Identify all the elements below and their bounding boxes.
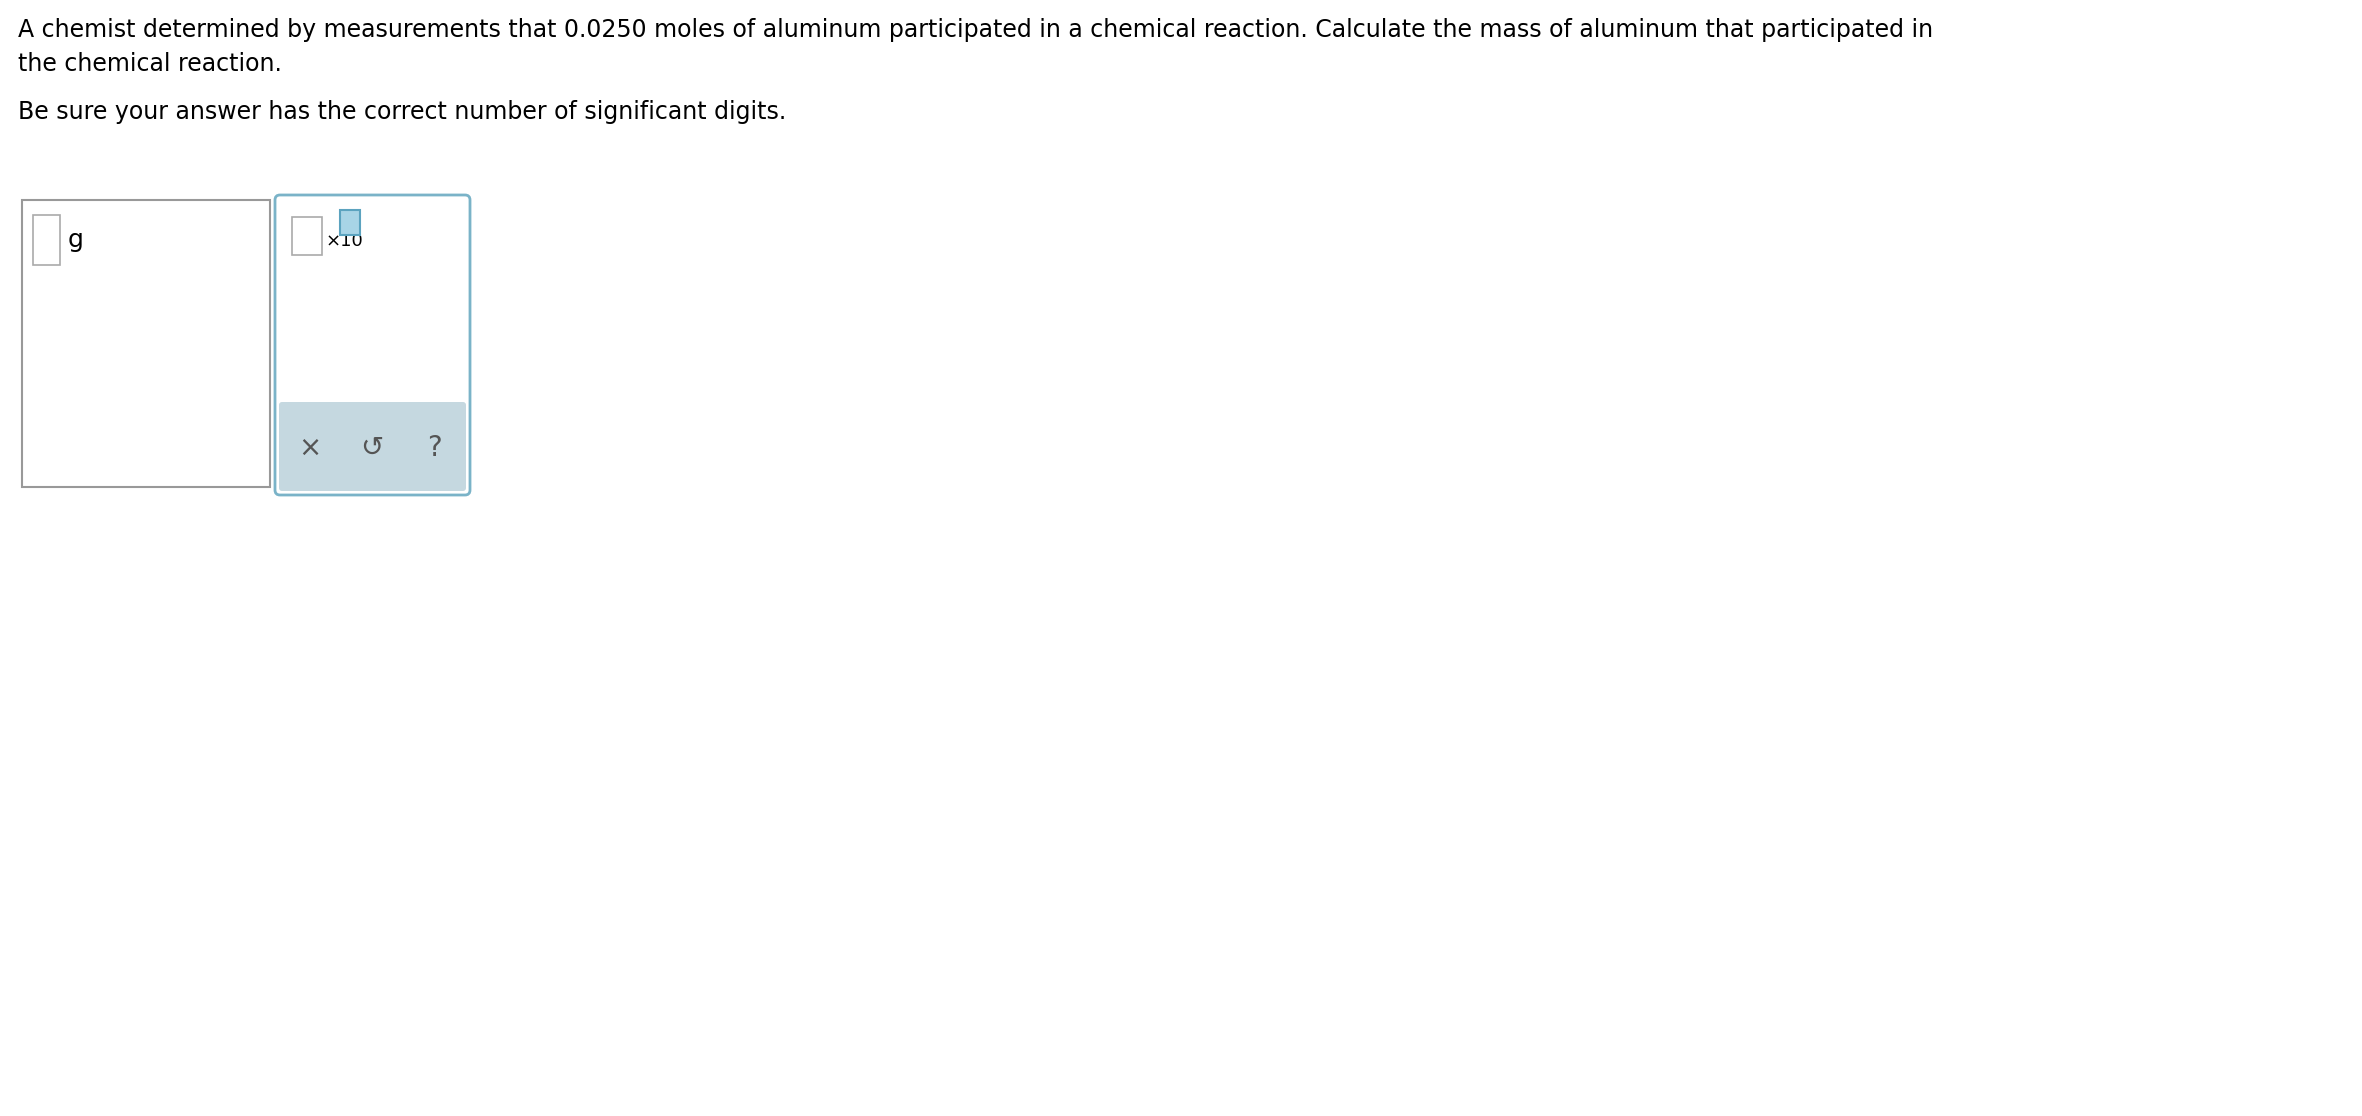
Text: ?: ? [428, 434, 442, 462]
Text: A chemist determined by measurements that 0.0250 moles of aluminum participated : A chemist determined by measurements tha… [19, 18, 1932, 42]
Text: the chemical reaction.: the chemical reaction. [19, 52, 281, 76]
FancyBboxPatch shape [274, 195, 470, 496]
Text: ↺: ↺ [361, 434, 383, 462]
Text: ×10: ×10 [326, 232, 364, 250]
Bar [21, 200, 269, 487]
Bar [293, 217, 321, 254]
Bar [340, 210, 359, 235]
Text: Be sure your answer has the correct number of significant digits.: Be sure your answer has the correct numb… [19, 100, 787, 124]
Bar [33, 215, 59, 264]
Text: ×: × [298, 434, 321, 462]
Text: g: g [68, 228, 85, 252]
FancyBboxPatch shape [279, 402, 465, 491]
